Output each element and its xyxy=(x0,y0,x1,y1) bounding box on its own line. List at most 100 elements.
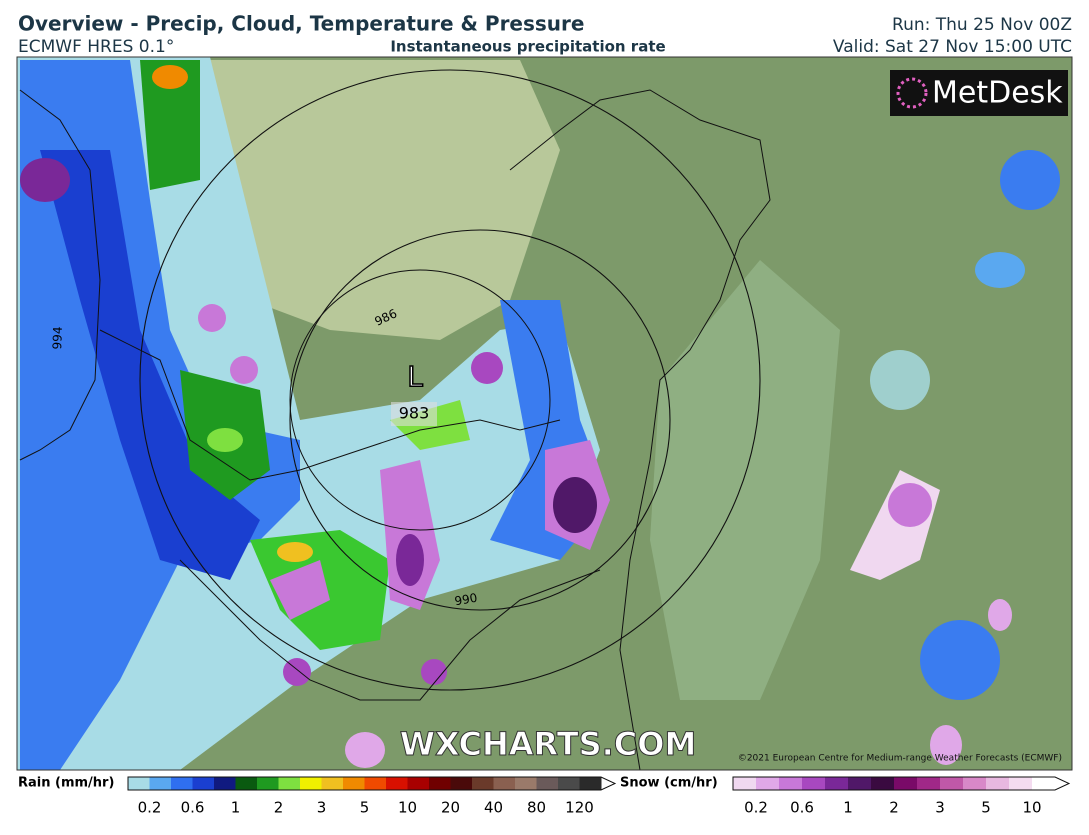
valid: Valid: Sat 27 Nov 15:00 UTC xyxy=(833,37,1072,57)
swatch xyxy=(536,777,559,790)
map-shape xyxy=(283,658,311,686)
map-shape xyxy=(139,69,761,691)
map-shape xyxy=(20,158,70,202)
watermark: WXCHARTS.COM xyxy=(400,725,697,763)
tick-label: 80 xyxy=(527,799,546,817)
isobar-label: 990 xyxy=(453,591,478,609)
tick-label: 5 xyxy=(360,799,370,817)
swatch xyxy=(386,777,408,790)
swatch xyxy=(171,777,193,790)
map-shape xyxy=(190,60,560,340)
map-shape xyxy=(40,150,260,580)
swatch xyxy=(733,777,757,790)
tick-label: 0.2 xyxy=(138,799,162,817)
map-shape xyxy=(650,260,840,700)
swatch xyxy=(364,777,387,790)
swatch xyxy=(871,777,895,790)
isobar-label: 994 xyxy=(50,326,65,349)
map-shape xyxy=(230,356,258,384)
swatch xyxy=(278,777,301,790)
map-shape xyxy=(277,542,313,562)
arrow xyxy=(127,776,617,791)
tick-label: 120 xyxy=(565,799,594,817)
tick-label: 5 xyxy=(981,799,991,817)
tick-label: 10 xyxy=(1022,799,1041,817)
swatch xyxy=(192,777,215,790)
swatch xyxy=(986,777,1010,790)
swatch xyxy=(515,777,537,790)
map-shape xyxy=(17,57,1072,770)
tick-label: 3 xyxy=(317,799,327,817)
legend-label: Snow (cm/hr) xyxy=(620,776,718,791)
swatch xyxy=(756,777,780,790)
map-shape xyxy=(896,77,928,109)
swatch xyxy=(343,777,365,790)
map-shape xyxy=(198,304,226,332)
map-shape xyxy=(391,402,437,426)
swatch xyxy=(214,777,236,790)
swatch xyxy=(802,777,826,790)
map-shape xyxy=(930,725,962,765)
map-shape xyxy=(19,89,601,701)
map-shape xyxy=(345,732,385,768)
tick-label: 2 xyxy=(889,799,899,817)
swatch xyxy=(257,777,279,790)
tick-label: 1 xyxy=(231,799,241,817)
swatch xyxy=(429,777,451,790)
swatch xyxy=(848,777,872,790)
map-shape xyxy=(421,659,447,685)
tick-label: 0.2 xyxy=(744,799,768,817)
swatch xyxy=(472,777,494,790)
tick-label: 20 xyxy=(441,799,460,817)
swatch xyxy=(1009,777,1033,790)
swatch xyxy=(407,777,430,790)
tick-label: 3 xyxy=(935,799,945,817)
logo: MetDesk xyxy=(932,76,1063,111)
map-shape xyxy=(471,352,503,384)
title: Overview - Precip, Cloud, Temperature & … xyxy=(18,12,584,36)
map-shape xyxy=(890,70,1068,116)
map-shape xyxy=(988,599,1012,631)
map-shape xyxy=(289,229,671,611)
map-shape xyxy=(289,269,551,531)
map-shape xyxy=(888,483,932,527)
swatch xyxy=(917,777,941,790)
tick-label: 10 xyxy=(398,799,417,817)
subtitle: Instantaneous precipitation rate xyxy=(390,38,665,56)
map-shape xyxy=(920,620,1000,700)
swatch xyxy=(235,777,258,790)
map-shape xyxy=(152,65,188,89)
map-shape xyxy=(553,477,597,533)
map-shape xyxy=(207,428,243,452)
swatch xyxy=(450,777,473,790)
legend-label: Rain (mm/hr) xyxy=(18,776,114,791)
map-shape xyxy=(16,56,1073,771)
arrow xyxy=(732,776,1071,791)
map-shape xyxy=(870,350,930,410)
swatch xyxy=(558,777,580,790)
map-shape xyxy=(509,89,771,770)
swatch xyxy=(300,777,322,790)
tick-label: 40 xyxy=(484,799,503,817)
legend: Rain (mm/hr) 0.2 0.6 1 2 3 5 10 20 40 80 120 Snow (c… xyxy=(18,776,1071,817)
tick-label: 0.6 xyxy=(181,799,205,817)
run: Run: Thu 25 Nov 00Z xyxy=(892,15,1072,35)
map: MetDesk 994 986 990 L 983 WXCHARTS.COM ©… xyxy=(16,56,1073,771)
swatch xyxy=(894,777,918,790)
swatch xyxy=(963,777,987,790)
swatch xyxy=(321,777,344,790)
swatch xyxy=(1032,777,1056,790)
tick-label: 1 xyxy=(843,799,853,817)
model: ECMWF HRES 0.1° xyxy=(18,37,174,57)
copyright: ©2021 European Centre for Medium-range W… xyxy=(738,754,1062,764)
swatch xyxy=(825,777,849,790)
swatch xyxy=(940,777,964,790)
map-shape xyxy=(396,534,424,586)
map-shape xyxy=(1000,150,1060,210)
swatch xyxy=(579,777,602,790)
tick-label: 0.6 xyxy=(790,799,814,817)
low-symbol: L xyxy=(407,360,423,393)
swatch xyxy=(128,777,150,790)
swatch xyxy=(779,777,803,790)
